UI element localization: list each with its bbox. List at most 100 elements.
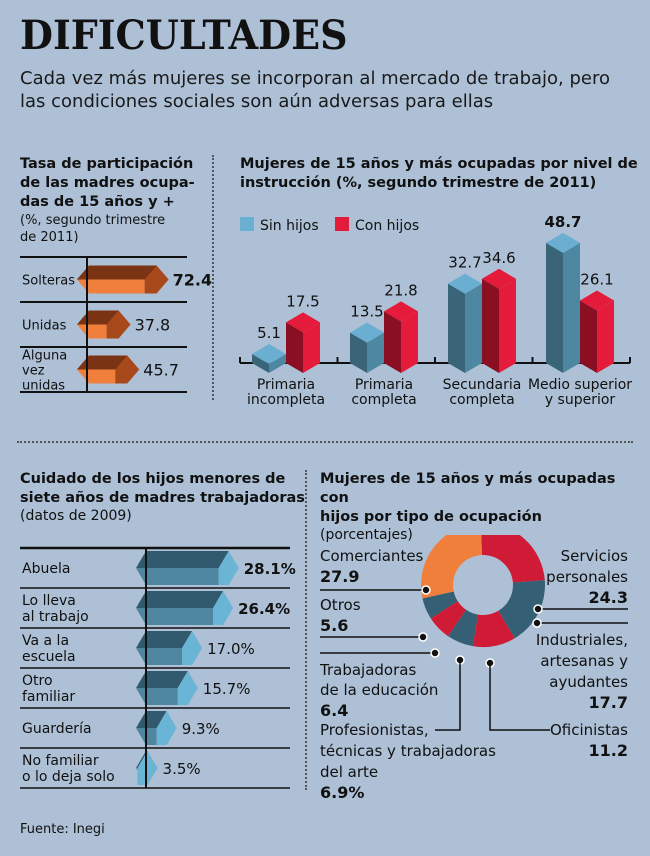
- education-title: Mujeres de 15 años y más ocupadas por ni…: [240, 155, 640, 193]
- childcare-title: Cuidado de los hijos menores de siete añ…: [20, 470, 305, 508]
- category-label: Medio superior: [528, 377, 632, 393]
- bar-top-face: [286, 312, 320, 333]
- category-label: Primaria: [257, 377, 315, 393]
- bar-left-face: [482, 278, 499, 373]
- bar-front-face: [77, 324, 107, 339]
- bar-side-face: [106, 310, 131, 339]
- slice-value: 6.9%: [320, 783, 364, 800]
- value-label: 72.4: [173, 271, 212, 290]
- subtitle-line: de 2011): [20, 230, 79, 245]
- title-line: Mujeres de 15 años y más ocupadas por ni…: [240, 156, 638, 172]
- value-label: 3.5%: [163, 760, 201, 778]
- slice-value: 6.4: [320, 701, 348, 720]
- bar-side-face: [115, 355, 140, 384]
- subtitle-line: (%, segundo trimestre: [20, 213, 166, 228]
- bar-top-face: [136, 711, 167, 728]
- category-label: o lo deja solo: [22, 769, 115, 785]
- slice-value: 5.6: [320, 616, 348, 635]
- bar-side-face: [177, 671, 198, 705]
- leader-dot: [533, 604, 543, 614]
- bar-left-face: [580, 300, 597, 373]
- bar-right-face: [563, 242, 580, 373]
- bar-top-face: [448, 273, 482, 294]
- bar-left-face: [286, 322, 303, 373]
- title-line: das de 15 años y +: [20, 194, 175, 210]
- bar-top-face: [384, 301, 418, 322]
- category-label: incompleta: [247, 392, 325, 408]
- bar-value-label: 21.8: [384, 281, 417, 299]
- category-label: Otro: [22, 673, 53, 689]
- bar-top-face: [77, 265, 157, 280]
- bar-value-label: 13.5: [350, 303, 383, 321]
- category-label: Va a la: [22, 633, 69, 649]
- value-label: 26.4%: [238, 600, 290, 618]
- bar-top-face: [136, 751, 148, 768]
- slice-label: Profesionistas,: [320, 721, 429, 739]
- horizontal-divider: [17, 441, 633, 443]
- category-label: completa: [351, 392, 416, 408]
- donut-slice: [481, 535, 545, 583]
- bar-front-face: [77, 279, 145, 294]
- source-note: Fuente: Inegi: [20, 822, 105, 837]
- category-label: familiar: [22, 689, 75, 705]
- slice-label: del arte: [320, 763, 378, 781]
- slice-label: técnicas y trabajadoras: [320, 742, 496, 760]
- title-line: instrucción (%, segundo trimestre de 201…: [240, 175, 597, 191]
- leader-dot: [421, 585, 431, 595]
- bar-side-face: [218, 551, 239, 585]
- bar-top-face: [136, 591, 224, 608]
- bar-front-face: [136, 688, 178, 705]
- category-label: escuela: [22, 649, 76, 665]
- bar-top-face: [136, 671, 188, 688]
- bar-front-face: [136, 608, 214, 625]
- title-line: Tasa de participación: [20, 156, 194, 172]
- main-title: DIFICULTADES: [20, 12, 348, 59]
- bar-left-face: [448, 283, 465, 373]
- value-label: 37.8: [135, 316, 171, 335]
- title-line: siete años de madres trabajadoras: [20, 490, 305, 506]
- bar-top-face: [136, 631, 193, 648]
- participation-title: Tasa de participación de las madres ocup…: [20, 155, 210, 212]
- bar-value-label: 26.1: [580, 270, 613, 288]
- bar-side-face: [156, 711, 177, 745]
- occupation-subtitle: (porcentajes): [320, 527, 413, 543]
- bar-top-face: [77, 355, 128, 370]
- legend-swatch-con-hijos: [335, 217, 349, 231]
- donut-slice: [472, 610, 515, 647]
- bar-right-face: [465, 283, 482, 373]
- occupation-chart-header: Mujeres de 15 años y más ocupadas con hi…: [320, 470, 645, 544]
- category-label: Primaria: [355, 377, 413, 393]
- slice-label: Otros: [320, 596, 361, 614]
- slice-value: 27.9: [320, 567, 359, 586]
- bar-value-label: 32.7: [448, 254, 481, 272]
- bar-side-face: [182, 631, 203, 665]
- legend-label-sin-hijos: Sin hijos: [260, 218, 319, 234]
- title-line: Mujeres de 15 años y más ocupadas con: [320, 471, 616, 506]
- bar-right-face: [499, 278, 516, 373]
- bar-front-face: [136, 648, 183, 665]
- slice-label: personales: [546, 568, 628, 586]
- value-label: 9.3%: [182, 720, 220, 738]
- leader-dot: [430, 648, 440, 658]
- category-label: Lo lleva: [22, 593, 76, 609]
- slice-label: Industriales,: [536, 631, 628, 649]
- slice-label: Servicios: [561, 547, 629, 565]
- bar-front-face: [136, 568, 219, 585]
- donut-slice: [498, 580, 545, 639]
- slice-value: 17.7: [589, 693, 628, 712]
- donut-slice: [448, 609, 479, 647]
- participation-subtitle: (%, segundo trimestre de 2011): [20, 212, 210, 246]
- slice-label: artesanas y: [540, 652, 628, 670]
- subtitle: Cada vez más mujeres se incorporan al me…: [20, 68, 611, 112]
- bar-left-face: [384, 311, 401, 373]
- bar-left-face: [252, 353, 269, 373]
- bar-value-label: 5.1: [257, 324, 281, 342]
- slice-label: Trabajadoras: [319, 661, 416, 679]
- value-label: 45.7: [143, 361, 179, 380]
- bar-left-face: [546, 242, 563, 373]
- category-label: Abuela: [22, 561, 70, 577]
- bar-right-face: [367, 332, 384, 373]
- bar-top-face: [136, 551, 229, 568]
- bar-top-face: [350, 322, 384, 343]
- category-label: Unidas: [22, 319, 67, 334]
